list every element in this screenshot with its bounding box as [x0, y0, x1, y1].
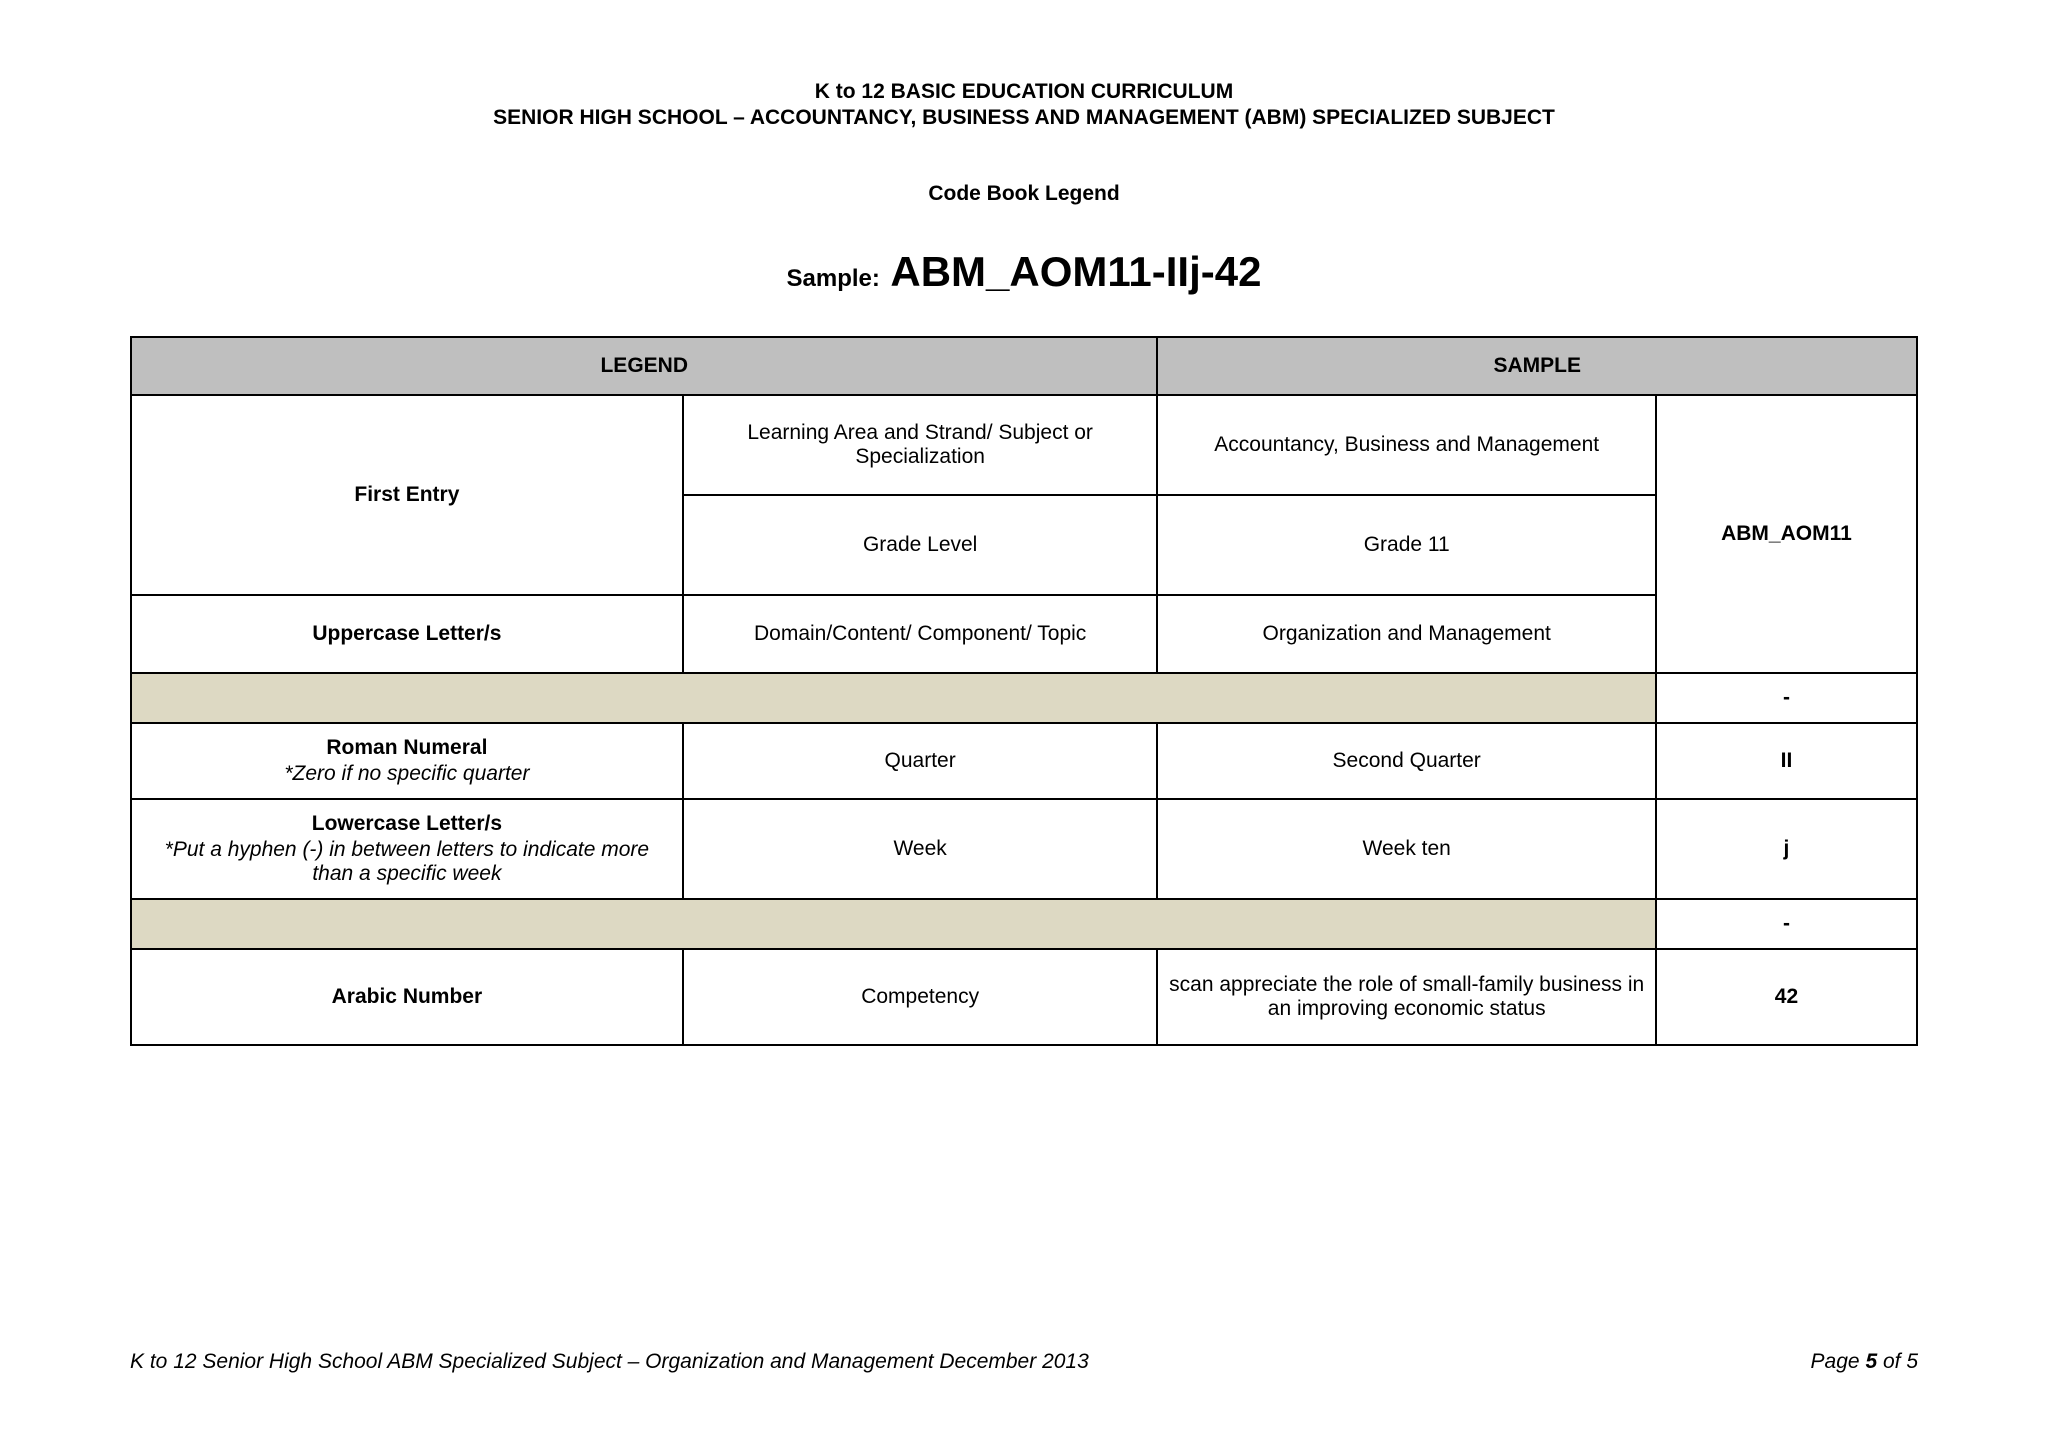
th-sample: SAMPLE [1157, 337, 1917, 395]
footer-page-of: of [1877, 1350, 1906, 1373]
row-first-entry-1: First Entry Learning Area and Strand/ Su… [131, 395, 1917, 495]
cell-arabic-desc: Competency [683, 949, 1158, 1045]
page-footer: K to 12 Senior High School ABM Specializ… [130, 1350, 1918, 1374]
cell-roman-legend: Roman Numeral *Zero if no specific quart… [131, 723, 683, 799]
cell-sep1-blank [131, 673, 1656, 723]
cell-arabic-detail: scan appreciate the role of small-family… [1157, 949, 1655, 1045]
cell-first-entry-code: ABM_AOM11 [1656, 395, 1917, 673]
cell-lowercase-desc: Week [683, 799, 1158, 899]
table-header-row: LEGEND SAMPLE [131, 337, 1917, 395]
sample-label: Sample: [787, 265, 880, 292]
footer-page-total: 5 [1906, 1350, 1918, 1373]
sample-line: Sample: ABM_AOM11-IIj-42 [130, 248, 1918, 296]
cell-first-entry-detail1: Accountancy, Business and Management [1157, 395, 1655, 495]
header-line-2: SENIOR HIGH SCHOOL – ACCOUNTANCY, BUSINE… [130, 106, 1918, 130]
footer-page-num: 5 [1865, 1350, 1877, 1373]
row-arabic: Arabic Number Competency scan appreciate… [131, 949, 1917, 1045]
footer-left: K to 12 Senior High School ABM Specializ… [130, 1350, 1089, 1374]
footer-page-prefix: Page [1811, 1350, 1866, 1373]
cell-roman-desc: Quarter [683, 723, 1158, 799]
roman-legend-sub: *Zero if no specific quarter [142, 762, 672, 786]
cell-first-entry-desc2: Grade Level [683, 495, 1158, 595]
cell-lowercase-detail: Week ten [1157, 799, 1655, 899]
cell-first-entry-desc1: Learning Area and Strand/ Subject or Spe… [683, 395, 1158, 495]
cell-roman-detail: Second Quarter [1157, 723, 1655, 799]
cell-uppercase-detail: Organization and Management [1157, 595, 1655, 673]
sample-code: ABM_AOM11-IIj-42 [890, 248, 1261, 295]
lowercase-legend-sub: *Put a hyphen (-) in between letters to … [142, 838, 672, 886]
lowercase-legend-main: Lowercase Letter/s [142, 812, 672, 836]
row-roman: Roman Numeral *Zero if no specific quart… [131, 723, 1917, 799]
cell-uppercase-desc: Domain/Content/ Component/ Topic [683, 595, 1158, 673]
cell-sep1-code: - [1656, 673, 1917, 723]
legend-table: LEGEND SAMPLE First Entry Learning Area … [130, 336, 1918, 1046]
row-separator-1: - [131, 673, 1917, 723]
cell-arabic-code: 42 [1656, 949, 1917, 1045]
row-uppercase: Uppercase Letter/s Domain/Content/ Compo… [131, 595, 1917, 673]
cell-lowercase-code: j [1656, 799, 1917, 899]
cell-first-entry-legend: First Entry [131, 395, 683, 595]
cell-sep2-blank [131, 899, 1656, 949]
roman-legend-main: Roman Numeral [142, 736, 672, 760]
cell-roman-code: II [1656, 723, 1917, 799]
row-lowercase: Lowercase Letter/s *Put a hyphen (-) in … [131, 799, 1917, 899]
footer-right: Page 5 of 5 [1811, 1350, 1918, 1374]
header-line-1: K to 12 BASIC EDUCATION CURRICULUM [130, 80, 1918, 104]
cell-uppercase-legend: Uppercase Letter/s [131, 595, 683, 673]
section-title: Code Book Legend [130, 182, 1918, 206]
document-header: K to 12 BASIC EDUCATION CURRICULUM SENIO… [130, 80, 1918, 130]
cell-first-entry-detail2: Grade 11 [1157, 495, 1655, 595]
cell-lowercase-legend: Lowercase Letter/s *Put a hyphen (-) in … [131, 799, 683, 899]
cell-arabic-legend: Arabic Number [131, 949, 683, 1045]
row-separator-2: - [131, 899, 1917, 949]
th-legend: LEGEND [131, 337, 1157, 395]
cell-sep2-code: - [1656, 899, 1917, 949]
